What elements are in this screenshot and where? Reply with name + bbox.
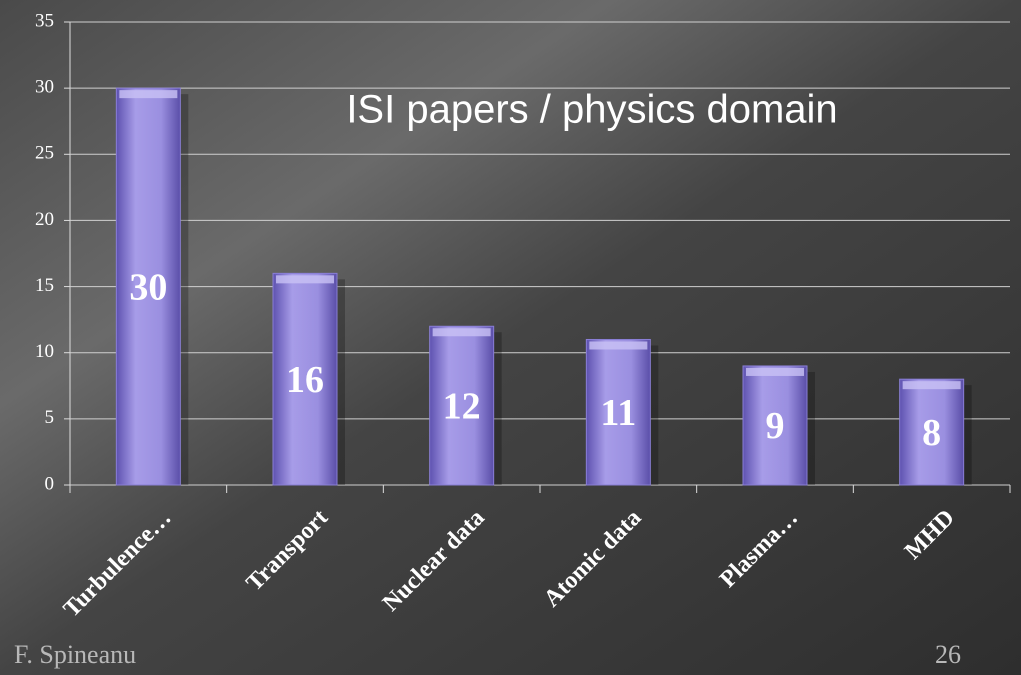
- bar: [585, 338, 651, 486]
- bar: [272, 272, 338, 486]
- chart-title: ISI papers / physics domain: [346, 88, 837, 132]
- bar: [115, 87, 181, 486]
- bar: [899, 378, 965, 486]
- bar: [742, 365, 808, 486]
- bar-cap: [119, 90, 178, 99]
- data-label: 11: [600, 392, 636, 434]
- footer-author: F. Spineanu: [14, 640, 136, 669]
- data-label: 30: [129, 266, 167, 308]
- bar-cap: [902, 381, 961, 390]
- y-tick-label: 5: [45, 407, 55, 428]
- y-tick-label: 10: [35, 341, 54, 362]
- bar-cap: [432, 328, 491, 337]
- data-label: 9: [766, 405, 785, 447]
- data-label: 16: [286, 359, 324, 401]
- bar-cap: [276, 275, 334, 284]
- page-number: 26: [935, 640, 961, 669]
- bar-cap: [589, 341, 648, 350]
- y-tick-label: 15: [35, 275, 54, 296]
- data-label: 12: [443, 385, 481, 427]
- y-tick-label: 30: [35, 77, 54, 98]
- y-tick-label: 35: [35, 10, 54, 31]
- data-label: 8: [922, 412, 941, 454]
- y-tick-label: 0: [45, 473, 55, 494]
- bar: [429, 325, 495, 486]
- y-tick-label: 20: [35, 209, 54, 230]
- y-tick-label: 25: [35, 143, 54, 164]
- bar-cap: [746, 367, 804, 376]
